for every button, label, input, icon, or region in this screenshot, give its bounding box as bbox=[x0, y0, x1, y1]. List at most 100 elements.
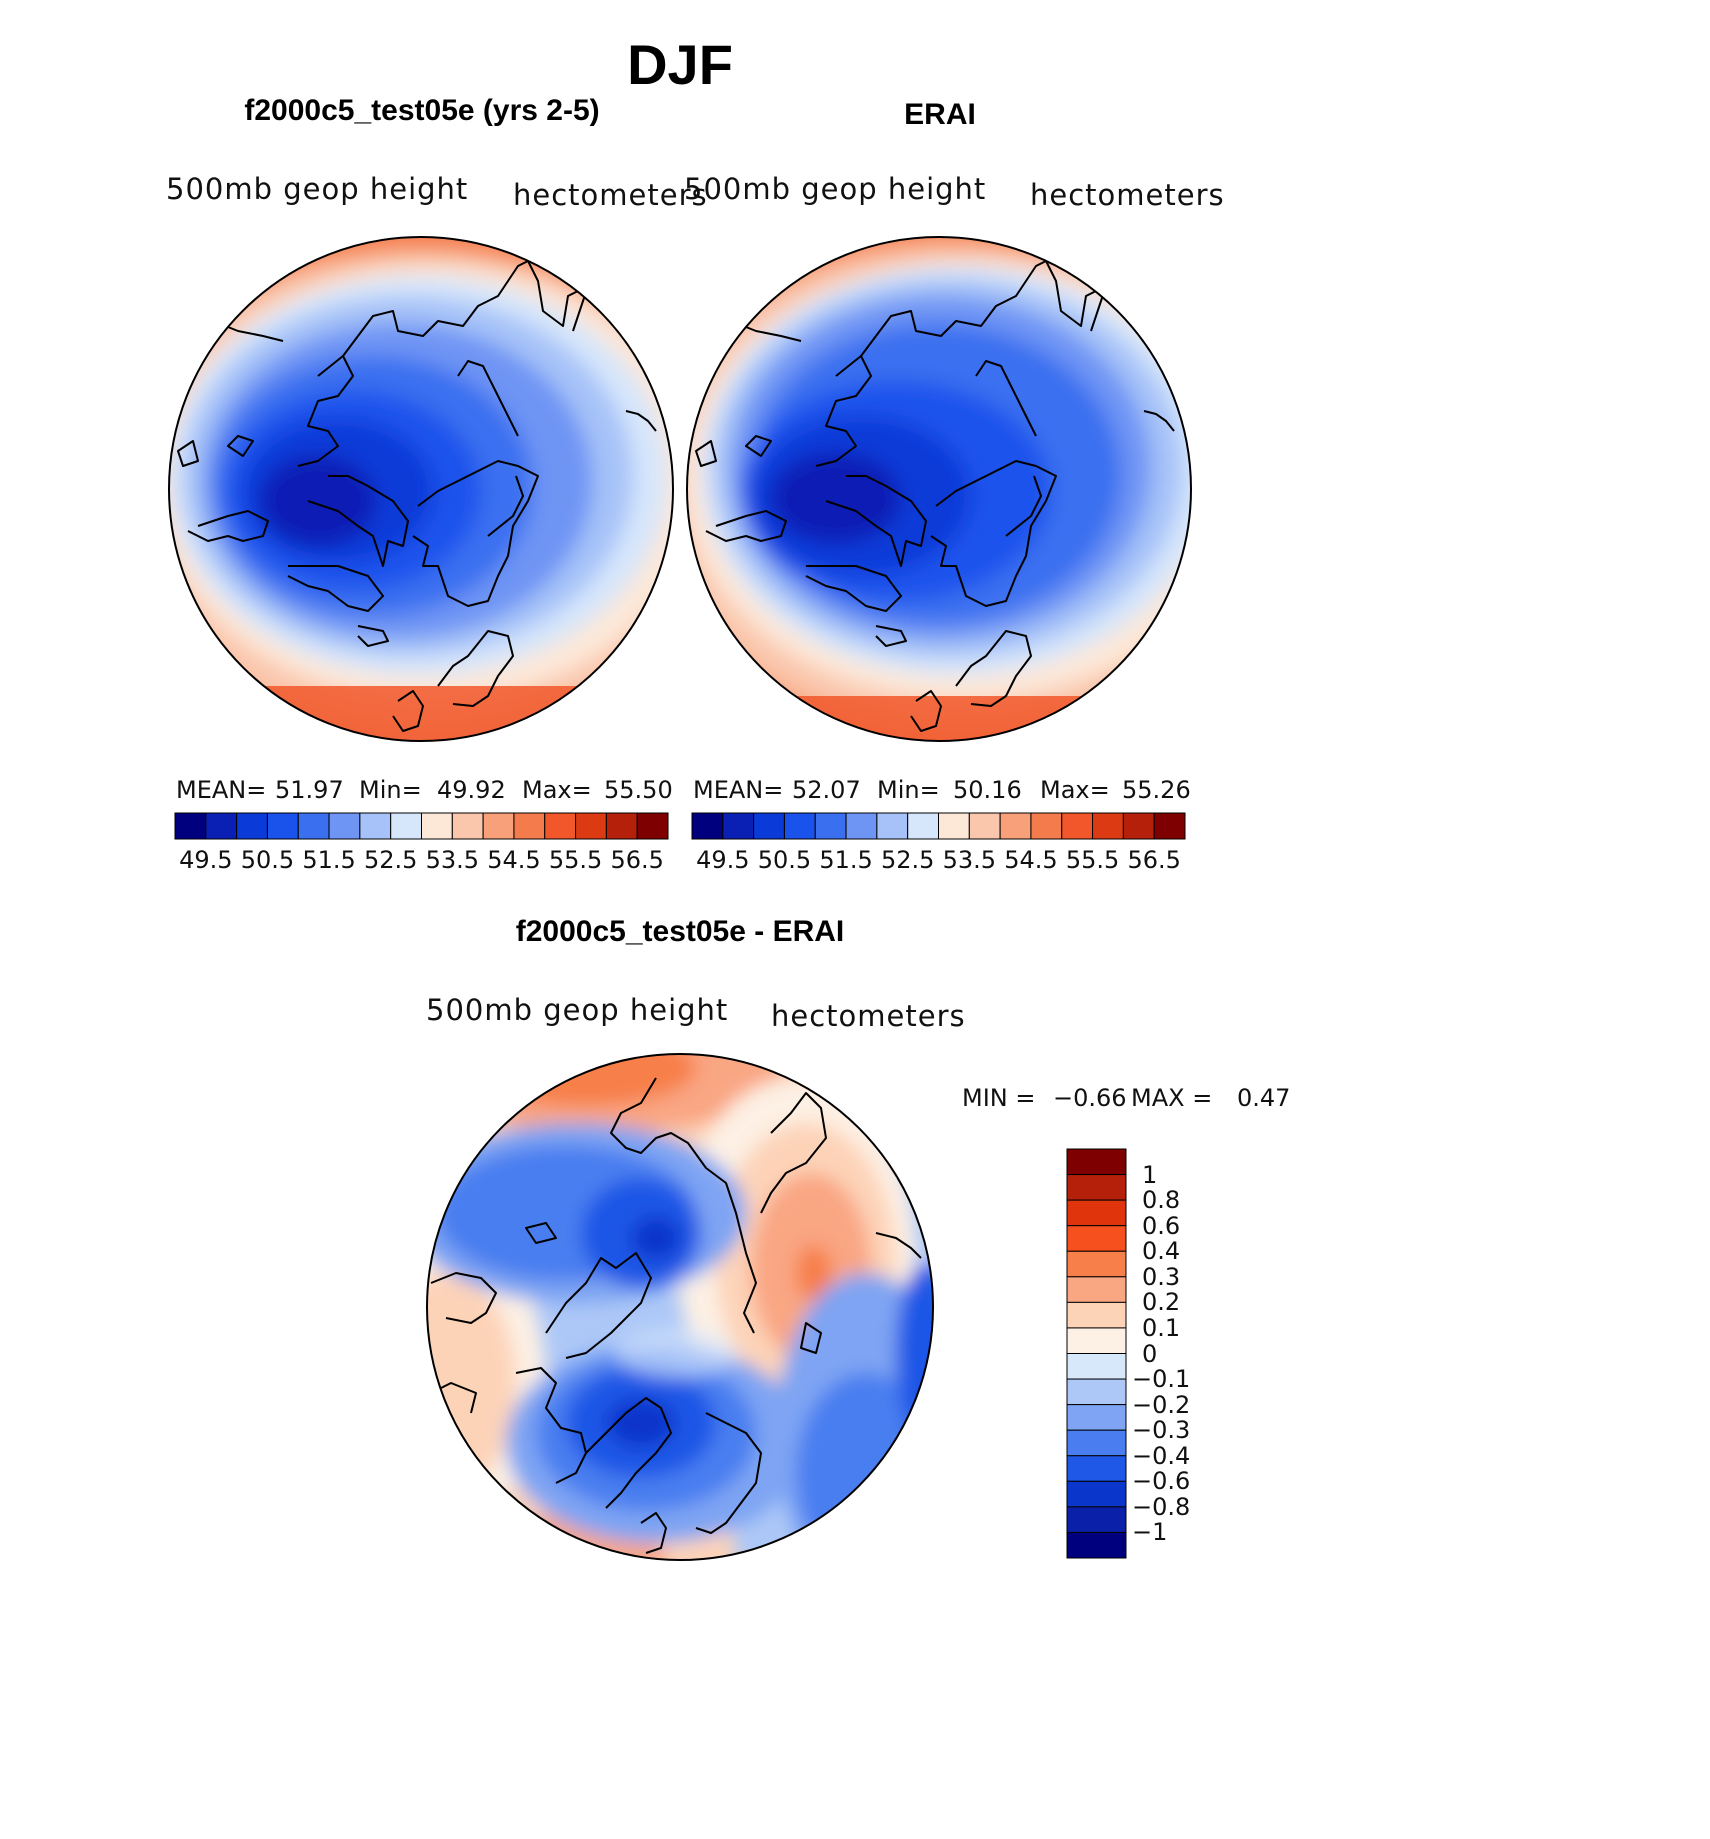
colorbar-swatch bbox=[845, 812, 878, 840]
obs-colorbar bbox=[691, 812, 1186, 840]
colorbar-swatch bbox=[174, 812, 207, 840]
diff-min-value: −0.66 bbox=[1053, 1084, 1127, 1112]
colorbar-swatch bbox=[1066, 1199, 1127, 1227]
diff-colorbar bbox=[1066, 1148, 1127, 1559]
obs-mean-label: MEAN= bbox=[693, 776, 784, 804]
colorbar-tick-label: 54.5 bbox=[487, 846, 541, 874]
colorbar-swatch bbox=[359, 812, 392, 840]
model-max-label: Max= bbox=[522, 776, 592, 804]
colorbar-tick-label: 0.3 bbox=[1142, 1262, 1181, 1291]
colorbar-tick-label: 49.5 bbox=[179, 846, 233, 874]
obs-units-label: hectometers bbox=[1030, 178, 1225, 212]
colorbar-swatch bbox=[783, 812, 816, 840]
model-colorbar-ticks: 49.5 50.5 51.5 52.5 53.5 54.5 55.5 56.5 bbox=[175, 846, 668, 876]
colorbar-swatch bbox=[1066, 1276, 1127, 1303]
diff-polar-map bbox=[426, 1053, 934, 1561]
colorbar-tick-label: −0.8 bbox=[1132, 1492, 1191, 1521]
colorbar-swatch bbox=[722, 812, 755, 840]
colorbar-swatch bbox=[1066, 1174, 1127, 1201]
diff-max-value: 0.47 bbox=[1237, 1084, 1291, 1112]
colorbar-swatch bbox=[1122, 812, 1155, 840]
colorbar-swatch bbox=[544, 812, 577, 840]
obs-polar-map bbox=[686, 236, 1192, 742]
colorbar-swatch bbox=[421, 812, 453, 840]
colorbar-swatch bbox=[1066, 1480, 1127, 1508]
obs-min-value: 50.16 bbox=[953, 776, 1022, 804]
colorbar-tick-label: −0.1 bbox=[1132, 1365, 1191, 1394]
colorbar-swatch bbox=[1066, 1301, 1127, 1329]
colorbar-swatch bbox=[575, 812, 607, 840]
colorbar-tick-label: 1 bbox=[1142, 1160, 1158, 1189]
colorbar-swatch bbox=[1066, 1148, 1127, 1176]
model-min-value: 49.92 bbox=[437, 776, 506, 804]
obs-max-label: Max= bbox=[1040, 776, 1110, 804]
colorbar-swatch bbox=[297, 812, 330, 840]
colorbar-tick-label: 55.5 bbox=[548, 846, 603, 874]
colorbar-tick-label: 52.5 bbox=[363, 846, 418, 874]
colorbar-tick-label: 56.5 bbox=[1127, 846, 1181, 874]
colorbar-swatch bbox=[1066, 1378, 1127, 1406]
colorbar-swatch bbox=[691, 812, 724, 840]
colorbar-swatch bbox=[1153, 812, 1186, 840]
colorbar-tick-label: −1 bbox=[1132, 1518, 1168, 1547]
colorbar-swatch bbox=[1066, 1225, 1127, 1252]
colorbar-tick-label: 50.5 bbox=[757, 846, 812, 874]
obs-variable-label: 500mb geop height bbox=[684, 172, 987, 206]
colorbar-swatch bbox=[451, 812, 484, 840]
colorbar-tick-label: 0.4 bbox=[1142, 1237, 1181, 1266]
diff-max-label: MAX = bbox=[1131, 1084, 1213, 1112]
colorbar-swatch bbox=[605, 812, 638, 840]
colorbar-swatch bbox=[1061, 812, 1094, 840]
colorbar-tick-label: −0.6 bbox=[1132, 1467, 1191, 1496]
colorbar-swatch bbox=[1030, 812, 1063, 840]
colorbar-tick-label: 0.2 bbox=[1142, 1288, 1181, 1317]
colorbar-tick-label: 50.5 bbox=[240, 846, 295, 874]
colorbar-swatch bbox=[1066, 1250, 1127, 1278]
colorbar-swatch bbox=[513, 812, 546, 840]
colorbar-swatch bbox=[328, 812, 361, 840]
colorbar-swatch bbox=[1066, 1327, 1127, 1354]
colorbar-swatch bbox=[1092, 812, 1124, 840]
obs-mean-value: 52.07 bbox=[792, 776, 861, 804]
model-colorbar bbox=[174, 812, 669, 840]
season-title: DJF bbox=[627, 33, 733, 96]
diff-units-label: hectometers bbox=[771, 999, 966, 1033]
colorbar-tick-label: 0 bbox=[1142, 1339, 1158, 1368]
diff-variable-label: 500mb geop height bbox=[426, 993, 729, 1027]
colorbar-tick-label: 0.8 bbox=[1142, 1186, 1181, 1215]
obs-colorbar-ticks: 49.5 50.5 51.5 52.5 53.5 54.5 55.5 56.5 bbox=[692, 846, 1185, 876]
colorbar-swatch bbox=[968, 812, 1001, 840]
colorbar-tick-label: 53.5 bbox=[942, 846, 997, 874]
colorbar-tick-label: 52.5 bbox=[880, 846, 935, 874]
obs-max-value: 55.26 bbox=[1122, 776, 1191, 804]
model-mean-label: MEAN= bbox=[176, 776, 267, 804]
colorbar-swatch bbox=[636, 812, 669, 840]
diff-min-label: MIN = bbox=[962, 1084, 1036, 1112]
colorbar-swatch bbox=[1066, 1506, 1127, 1533]
colorbar-swatch bbox=[876, 812, 909, 840]
colorbar-swatch bbox=[753, 812, 785, 840]
colorbar-swatch bbox=[1066, 1404, 1127, 1431]
model-variable-label: 500mb geop height bbox=[166, 172, 469, 206]
colorbar-swatch bbox=[1066, 1353, 1127, 1380]
colorbar-tick-label: 55.5 bbox=[1065, 846, 1120, 874]
colorbar-tick-label: 0.1 bbox=[1142, 1313, 1181, 1342]
colorbar-swatch bbox=[266, 812, 299, 840]
colorbar-tick-label: 56.5 bbox=[610, 846, 664, 874]
obs-min-label: Min= bbox=[877, 776, 940, 804]
diff-colorbar-ticks: 1 0.8 0.6 0.4 0.3 0.2 0.1 0 −0.1 −0.2 −0.3 −0.4 −0.6… bbox=[1132, 1149, 1212, 1558]
model-units-label: hectometers bbox=[513, 178, 708, 212]
colorbar-swatch bbox=[1066, 1455, 1127, 1482]
colorbar-tick-label: 49.5 bbox=[696, 846, 750, 874]
colorbar-swatch bbox=[938, 812, 970, 840]
model-mean-value: 51.97 bbox=[275, 776, 344, 804]
model-polar-map bbox=[168, 236, 674, 742]
colorbar-tick-label: 51.5 bbox=[302, 846, 356, 874]
colorbar-swatch bbox=[814, 812, 847, 840]
colorbar-swatch bbox=[205, 812, 238, 840]
colorbar-swatch bbox=[390, 812, 422, 840]
diff-panel-title: f2000c5_test05e - ERAI bbox=[515, 915, 845, 948]
model-min-label: Min= bbox=[359, 776, 422, 804]
obs-panel-title: ERAI bbox=[904, 98, 976, 131]
model-max-value: 55.50 bbox=[604, 776, 673, 804]
